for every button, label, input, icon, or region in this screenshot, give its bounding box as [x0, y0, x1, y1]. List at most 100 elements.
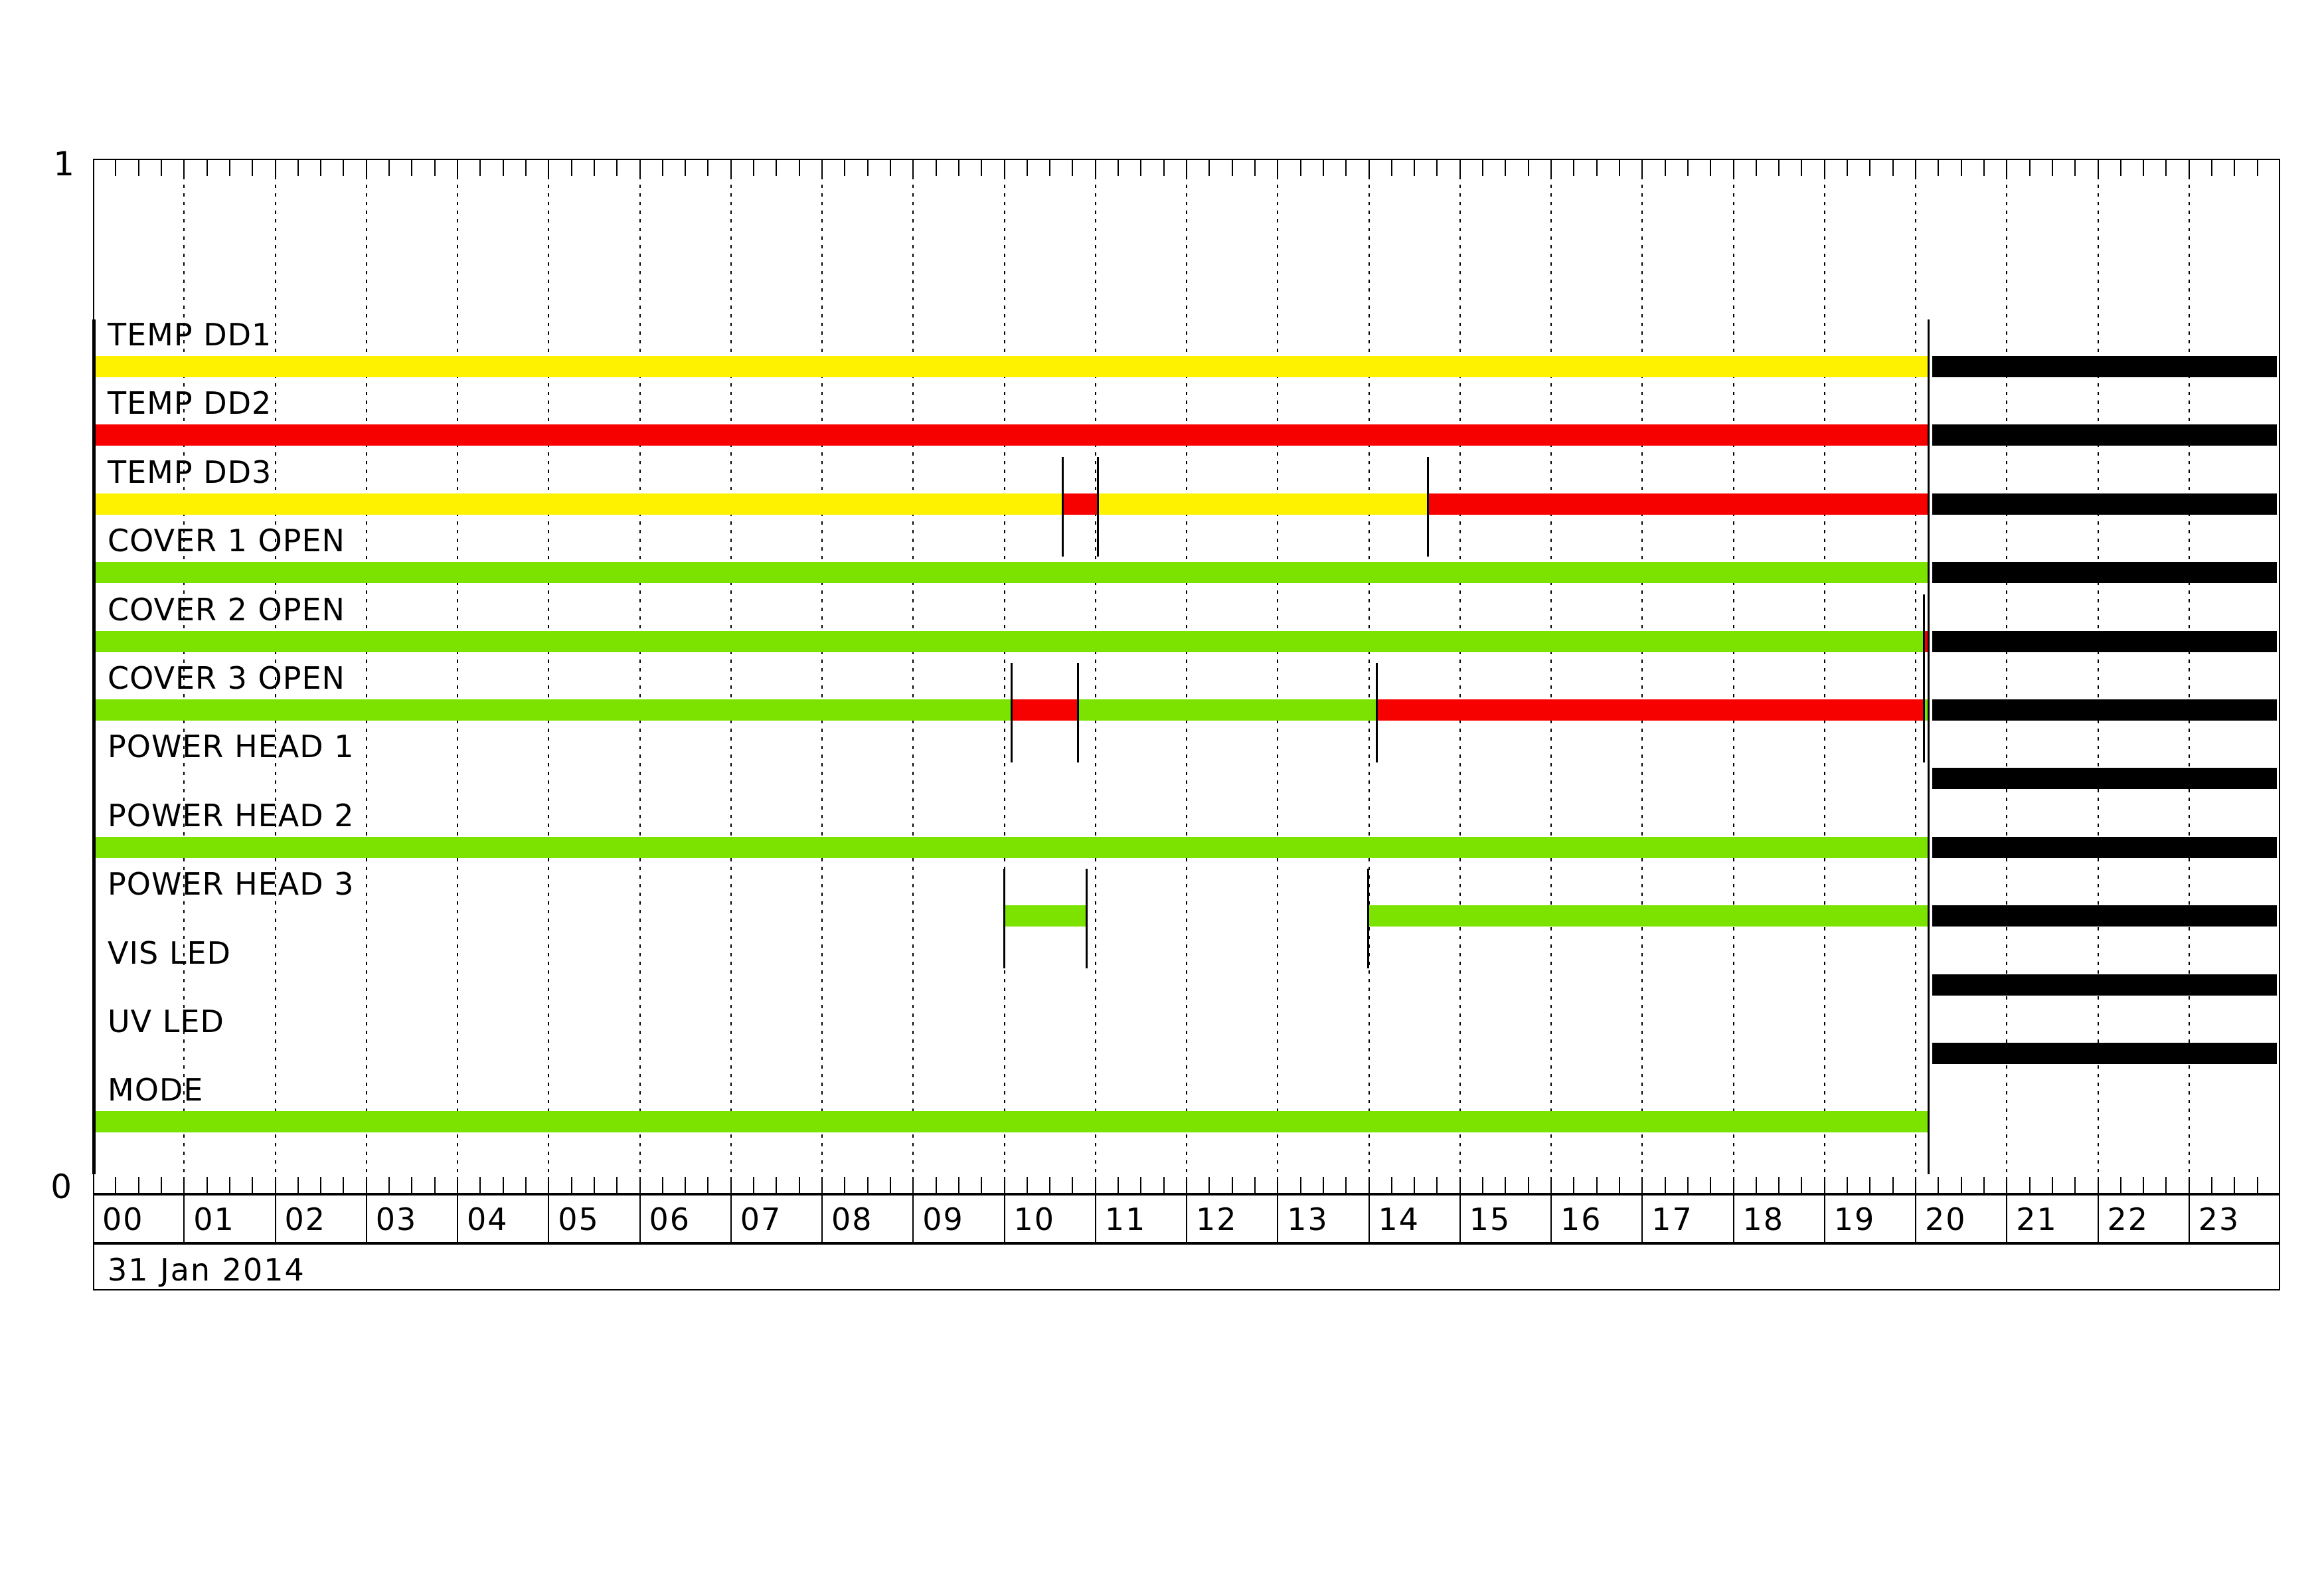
top-quarter-tick	[661, 159, 663, 176]
hour-label-separator	[2006, 1194, 2008, 1243]
hour-gridline	[1094, 159, 1096, 1194]
transition-marker	[1927, 594, 1930, 694]
bottom-quarter-tick	[912, 1177, 914, 1194]
bottom-quarter-tick	[2006, 1177, 2008, 1194]
bottom-quarter-tick	[661, 1177, 663, 1194]
hour-label-separator	[548, 1194, 550, 1243]
hour-label-separator	[1277, 1194, 1279, 1243]
row-label: COVER 3 OPEN	[108, 660, 345, 696]
bottom-quarter-tick	[2029, 1177, 2031, 1194]
top-quarter-tick	[753, 159, 755, 176]
transition-marker	[1077, 663, 1080, 762]
x-axis-hour-label: 19	[1833, 1201, 1876, 1237]
bottom-quarter-tick	[1049, 1177, 1051, 1194]
top-quarter-tick	[228, 159, 230, 176]
bottom-quarter-tick	[1641, 1177, 1643, 1194]
bottom-quarter-tick	[1801, 1177, 1803, 1194]
bottom-quarter-tick	[1505, 1177, 1507, 1194]
bottom-quarter-tick	[1687, 1177, 1689, 1194]
transition-marker	[1085, 869, 1088, 969]
bottom-quarter-tick	[1847, 1177, 1849, 1194]
top-quarter-tick	[1618, 159, 1620, 176]
bottom-quarter-tick	[137, 1177, 139, 1194]
bottom-quarter-tick	[1823, 1177, 1825, 1194]
top-quarter-tick	[1140, 159, 1142, 176]
row-label: COVER 1 OPEN	[108, 523, 345, 559]
bottom-quarter-tick	[297, 1177, 299, 1194]
status-segment-green	[93, 1111, 1929, 1133]
hour-gridline	[2188, 159, 2190, 1194]
top-quarter-tick	[1983, 159, 1985, 176]
x-axis-hour-label: 10	[1013, 1201, 1056, 1237]
bottom-quarter-tick	[1072, 1177, 1074, 1194]
bottom-quarter-tick	[616, 1177, 618, 1194]
top-quarter-tick	[1596, 159, 1598, 176]
hour-gridline	[1641, 159, 1643, 1194]
bottom-quarter-tick	[252, 1177, 254, 1194]
top-quarter-tick	[1436, 159, 1438, 176]
row-start-marker	[92, 388, 96, 488]
top-quarter-tick	[502, 159, 504, 176]
top-quarter-tick	[1277, 159, 1279, 176]
x-axis-hour-label: 22	[2107, 1201, 2149, 1237]
bottom-quarter-tick	[957, 1177, 959, 1194]
bottom-quarter-tick	[320, 1177, 322, 1194]
transition-marker	[1010, 663, 1013, 762]
top-quarter-tick	[1072, 159, 1074, 176]
row-start-marker	[92, 594, 96, 694]
x-axis-hour-label: 02	[284, 1201, 327, 1237]
transition-marker	[1927, 1006, 1930, 1106]
bottom-quarter-tick	[1208, 1177, 1210, 1194]
status-segment-red	[1062, 493, 1098, 515]
row-label: MODE	[108, 1072, 204, 1108]
hour-label-separator	[1094, 1194, 1096, 1243]
top-quarter-tick	[434, 159, 436, 176]
hour-gridline	[2097, 159, 2099, 1194]
top-quarter-tick	[821, 159, 823, 176]
status-segment-red	[1924, 630, 1929, 652]
bottom-quarter-tick	[593, 1177, 595, 1194]
no-data-segment	[1932, 699, 2277, 721]
bottom-quarter-tick	[502, 1177, 504, 1194]
top-quarter-tick	[1186, 159, 1187, 176]
hour-gridline	[912, 159, 914, 1194]
top-quarter-tick	[639, 159, 641, 176]
date-row-box	[93, 1243, 2280, 1290]
top-quarter-tick	[1414, 159, 1416, 176]
bottom-quarter-tick	[1322, 1177, 1324, 1194]
top-quarter-tick	[889, 159, 891, 176]
top-quarter-tick	[1641, 159, 1643, 176]
top-quarter-tick	[1026, 159, 1028, 176]
top-quarter-tick	[206, 159, 208, 176]
transition-marker	[1376, 663, 1378, 762]
top-quarter-tick	[1208, 159, 1210, 176]
hour-gridline	[365, 159, 367, 1194]
transition-marker	[1922, 663, 1925, 762]
top-quarter-tick	[1505, 159, 1507, 176]
status-segment-green	[93, 836, 1929, 858]
top-quarter-tick	[1801, 159, 1803, 176]
top-quarter-tick	[981, 159, 983, 176]
status-segment-green	[93, 699, 1012, 721]
hour-label-separator	[730, 1194, 732, 1243]
no-data-segment	[1932, 768, 2277, 790]
status-segment-yellow	[93, 356, 1929, 377]
bottom-quarter-tick	[115, 1177, 117, 1194]
bottom-quarter-tick	[753, 1177, 755, 1194]
transition-marker	[1003, 869, 1005, 969]
no-data-segment	[1932, 905, 2277, 927]
bottom-quarter-tick	[1778, 1177, 1780, 1194]
row-start-marker	[92, 731, 96, 832]
bottom-quarter-tick	[1732, 1177, 1734, 1194]
no-data-segment	[1932, 562, 2277, 584]
bottom-quarter-tick	[1550, 1177, 1552, 1194]
bottom-quarter-tick	[548, 1177, 550, 1194]
transition-marker	[1061, 456, 1064, 557]
bottom-quarter-tick	[1618, 1177, 1620, 1194]
top-quarter-tick	[1710, 159, 1712, 176]
bottom-quarter-tick	[1938, 1177, 1940, 1194]
status-segment-red	[1428, 493, 1929, 515]
bottom-quarter-tick	[1026, 1177, 1028, 1194]
hour-label-separator	[365, 1194, 367, 1243]
bottom-quarter-tick	[776, 1177, 778, 1194]
